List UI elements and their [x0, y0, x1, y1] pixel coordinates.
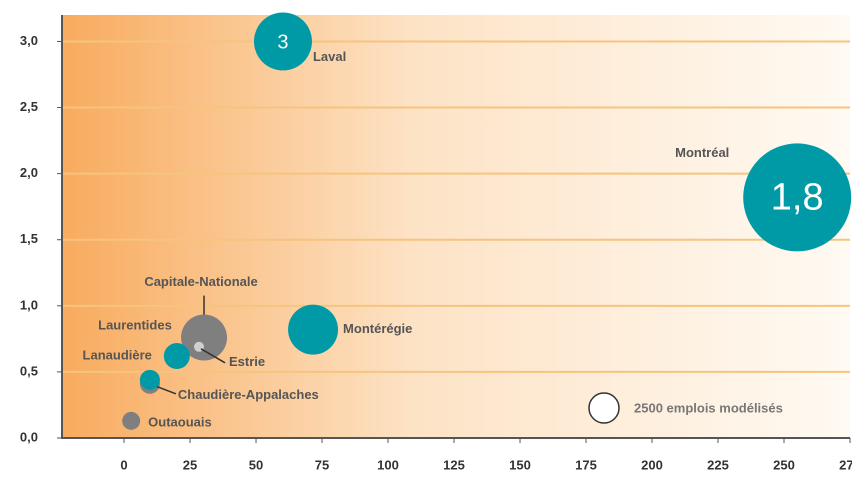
y-tick-label: 0,5 — [20, 363, 38, 378]
bubble-label: Outaouais — [148, 414, 212, 429]
plot-background — [62, 15, 850, 438]
x-tick-label: 50 — [249, 457, 263, 472]
x-tick-label: 25 — [183, 457, 197, 472]
x-tick-label: 125 — [443, 457, 465, 472]
x-tick-label: 100 — [377, 457, 399, 472]
bubble-label: Chaudière-Appalaches — [178, 387, 319, 402]
x-tick-label: 175 — [575, 457, 597, 472]
bubble-label: Capitale-Nationale — [144, 274, 257, 289]
x-tick-label: 75 — [315, 457, 329, 472]
y-tick-label: 0,0 — [20, 429, 38, 444]
y-tick-label: 1,0 — [20, 297, 38, 312]
x-tick-label: 0 — [120, 457, 127, 472]
x-tick-label: 200 — [641, 457, 663, 472]
bubble — [139, 369, 160, 390]
bubble — [181, 314, 228, 361]
bubble-label: Laurentides — [98, 317, 172, 332]
size-legend-mark — [588, 392, 620, 424]
value-label: 3 — [277, 32, 288, 54]
x-tick-label: 150 — [509, 457, 531, 472]
bubble — [743, 143, 852, 252]
y-tick-label: 3,0 — [20, 33, 38, 48]
leader-line — [200, 348, 226, 364]
bubble — [163, 343, 190, 370]
bubble — [122, 411, 141, 430]
bubble — [253, 12, 312, 71]
bubble — [288, 304, 339, 355]
bubble-label: Estrie — [229, 354, 265, 369]
leader-line — [154, 385, 177, 395]
value-label: 1,8 — [771, 176, 824, 218]
bubble-label: Laval — [313, 49, 346, 64]
bubble-label: Lanaudière — [83, 347, 152, 362]
x-tick-label: 225 — [707, 457, 729, 472]
y-tick-label: 2,0 — [20, 165, 38, 180]
bubble-label: Montréal — [675, 145, 729, 160]
size-legend-label: 2500 emplois modélisés — [634, 400, 783, 415]
x-tick-label: 250 — [773, 457, 795, 472]
y-tick-label: 2,5 — [20, 99, 38, 114]
bubble-label: Montérégie — [343, 321, 412, 336]
y-tick-label: 1,5 — [20, 231, 38, 246]
x-tick-label: 275 — [839, 457, 852, 472]
